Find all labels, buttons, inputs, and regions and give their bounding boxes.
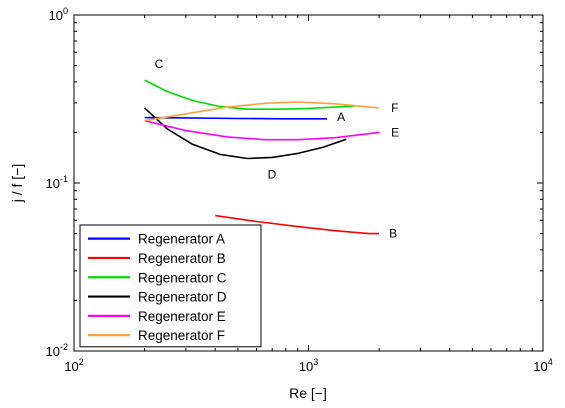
series-line-d — [144, 107, 347, 160]
series-label-a: A — [337, 110, 345, 124]
series-line-f — [144, 101, 380, 122]
series-line-b — [215, 214, 380, 235]
legend-entry: Regenerator C — [138, 270, 227, 285]
legend-entry: Regenerator F — [138, 328, 225, 343]
series-label-e: E — [391, 125, 399, 139]
series-label-d: D — [268, 167, 277, 181]
x-tick-label: 102 — [64, 357, 83, 374]
y-tick-label: 10-1 — [46, 174, 68, 191]
legend-entry: Regenerator B — [138, 251, 226, 266]
axis-ticks: 102 103 104 10-2 10-1 100 — [46, 6, 553, 374]
series-labels: A B C D EF — [155, 57, 400, 241]
x-tick-label: 104 — [533, 357, 552, 374]
series-label-b: B — [389, 227, 397, 241]
y-tick-label: 100 — [49, 6, 68, 23]
legend: Regenerator A Regenerator B Regenerator C R… — [79, 224, 262, 348]
legend-entry: Regenerator A — [138, 232, 225, 247]
x-tick-label: 103 — [299, 357, 318, 374]
series-layer — [144, 79, 380, 235]
series-line-a — [144, 116, 328, 120]
series-label-c: C — [155, 57, 164, 71]
series-line-c — [144, 79, 357, 110]
legend-entry: Regenerator D — [138, 290, 227, 305]
legend-entry: Regenerator E — [138, 309, 226, 324]
series-label-f: F — [391, 101, 398, 115]
legend-box — [79, 224, 262, 348]
y-axis-label: j / f [−] — [9, 164, 25, 204]
x-axis-label: Re [−] — [289, 385, 327, 401]
series-line-e — [144, 119, 380, 141]
y-tick-label: 10-2 — [46, 342, 68, 359]
